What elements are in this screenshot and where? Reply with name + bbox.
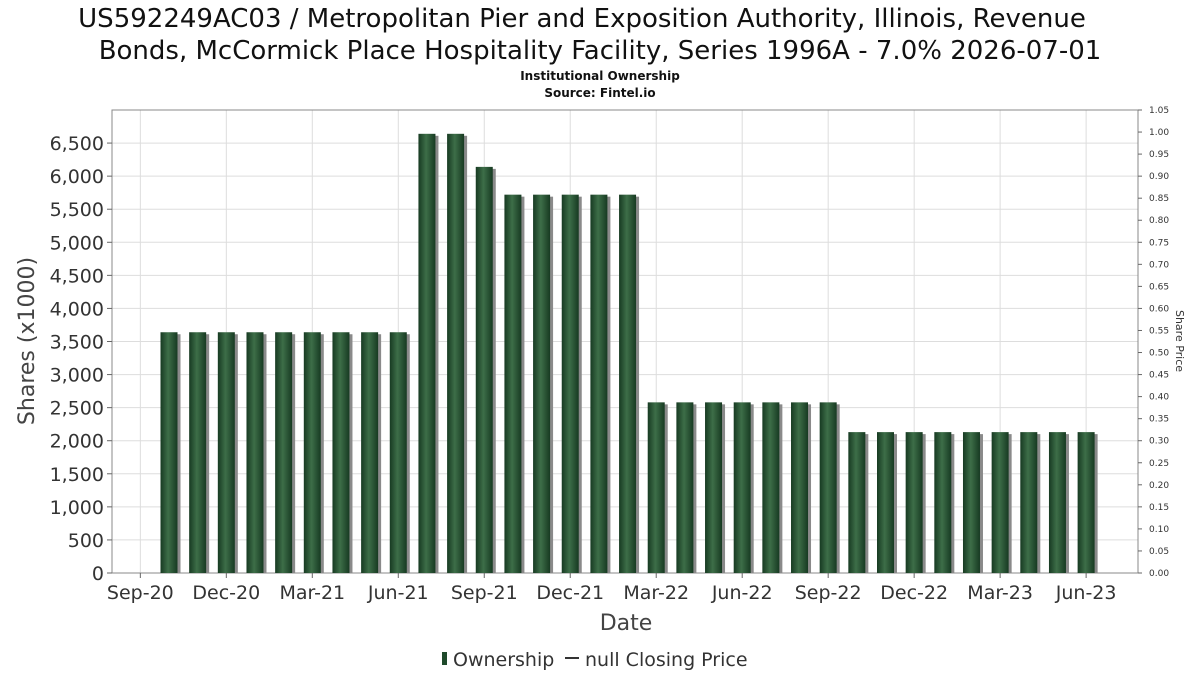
x-tick-label: Jun-21 — [367, 582, 429, 604]
ownership-bar — [246, 332, 264, 573]
chart-source: Source: Fintel.io — [544, 86, 655, 100]
y-axis-title: Shares (x1000) — [15, 257, 40, 425]
ownership-bar — [791, 402, 809, 573]
ownership-bar — [217, 332, 235, 573]
ownership-bar — [819, 402, 837, 573]
y2-tick-label: 0.25 — [1149, 459, 1169, 469]
y-tick-label: 4,000 — [50, 298, 104, 320]
y-axis-ticks: 0 500 1,000 1,500 2,000 2,500 3,000 3,500 4,000 4… — [50, 133, 112, 585]
x-tick-label: Sep-20 — [107, 582, 174, 604]
ownership-bar — [475, 166, 493, 573]
y-tick-label: 1,000 — [50, 497, 104, 519]
ownership-bar — [418, 133, 436, 573]
chart-title-line-1: US592249AC03 / Metropolitan Pier and Exp… — [78, 4, 1086, 34]
y2-tick-label: 1.00 — [1149, 128, 1169, 138]
ownership-bar — [676, 402, 694, 573]
y-tick-label: 500 — [68, 530, 104, 552]
ownership-bar — [877, 432, 894, 573]
y-tick-label: 6,000 — [50, 166, 104, 188]
x-tick-label: Jun-22 — [711, 582, 773, 604]
y-tick-label: 2,000 — [50, 431, 104, 453]
x-tick-label: Sep-22 — [795, 582, 862, 604]
y-tick-label: 3,500 — [50, 332, 104, 354]
y2-tick-label: 0.65 — [1149, 282, 1169, 292]
y2-tick-label: 0.60 — [1149, 304, 1169, 314]
y-tick-label: 0 — [92, 563, 104, 585]
legend-ownership-swatch — [442, 652, 447, 665]
ownership-bar — [647, 402, 665, 573]
y2-tick-label: 0.70 — [1149, 260, 1169, 270]
ownership-bar — [275, 332, 293, 573]
x-tick-label: Dec-22 — [880, 582, 948, 604]
x-tick-label: Sep-21 — [451, 582, 518, 604]
y2-tick-label: 0.10 — [1149, 525, 1169, 535]
y2-tick-label: 0.05 — [1149, 547, 1169, 557]
y-tick-label: 4,500 — [50, 265, 104, 287]
y2-tick-label: 0.55 — [1149, 326, 1169, 336]
y2-tick-label: 0.50 — [1149, 349, 1169, 359]
secondary-y-axis-title: Share Price — [1173, 310, 1186, 372]
y2-tick-label: 0.30 — [1149, 437, 1169, 447]
y2-tick-label: 0.80 — [1149, 216, 1169, 226]
bars — [160, 133, 1098, 574]
ownership-bar — [733, 402, 751, 573]
ownership-bar — [590, 194, 608, 574]
x-tick-label: Dec-21 — [536, 582, 604, 604]
x-axis-title: Date — [600, 611, 653, 636]
ownership-bar — [1077, 432, 1095, 573]
legend-ownership-label: Ownership — [453, 649, 554, 671]
x-tick-label: Mar-21 — [279, 582, 345, 604]
y2-tick-label: 0.15 — [1149, 503, 1169, 513]
y2-tick-label: 0.45 — [1149, 371, 1169, 381]
ownership-bar — [303, 332, 321, 573]
ownership-bar — [705, 402, 723, 573]
ownership-bar — [905, 432, 923, 573]
ownership-bar — [848, 432, 866, 573]
x-tick-label: Mar-23 — [967, 582, 1033, 604]
ownership-bar — [447, 133, 465, 573]
ownership-bar — [160, 332, 178, 573]
ownership-bar — [1020, 432, 1038, 573]
ownership-bar — [1048, 432, 1066, 573]
y-tick-label: 1,500 — [50, 464, 104, 486]
y2-tick-label: 0.35 — [1149, 415, 1169, 425]
ownership-bar — [389, 332, 407, 573]
y-tick-label: 5,500 — [50, 199, 104, 221]
legend-closing-price-label: null Closing Price — [585, 649, 748, 671]
legend: Ownership null Closing Price — [442, 649, 748, 671]
ownership-bar — [934, 432, 952, 573]
y2-tick-label: 0.90 — [1149, 172, 1169, 182]
ownership-bar — [189, 332, 207, 573]
x-tick-label: Mar-22 — [623, 582, 689, 604]
ownership-bar — [762, 402, 780, 573]
ownership-bar — [332, 332, 350, 573]
ownership-bar — [561, 194, 579, 574]
ownership-bar — [991, 432, 1009, 573]
y2-tick-label: 1.05 — [1149, 106, 1169, 116]
y2-tick-label: 0.75 — [1149, 238, 1169, 248]
ownership-bar — [533, 194, 551, 574]
ownership-bar — [619, 194, 637, 574]
y2-tick-label: 0.85 — [1149, 194, 1169, 204]
y-tick-label: 3,000 — [50, 365, 104, 387]
y2-tick-label: 0.40 — [1149, 393, 1169, 403]
y-tick-label: 6,500 — [50, 133, 104, 155]
x-axis-ticks: Sep-20 Dec-20 Mar-21 Jun-21 Sep-21 Dec-21 Mar-… — [107, 573, 1117, 604]
ownership-bar — [962, 432, 980, 573]
chart-subtitle: Institutional Ownership — [520, 69, 680, 83]
y2-tick-label: 0.00 — [1149, 569, 1169, 579]
y2-tick-label: 0.95 — [1149, 150, 1169, 160]
y-tick-label: 2,500 — [50, 398, 104, 420]
y2-tick-label: 0.20 — [1149, 481, 1169, 491]
ownership-bar — [504, 194, 522, 574]
chart-title-line-2: Bonds, McCormick Place Hospitality Facil… — [99, 36, 1102, 66]
x-tick-label: Dec-20 — [192, 582, 260, 604]
y-tick-label: 5,000 — [50, 232, 104, 254]
ownership-bar — [361, 332, 379, 573]
x-tick-label: Jun-23 — [1055, 582, 1117, 604]
secondary-y-axis-ticks: 0.00 0.05 0.10 0.15 0.20 0.25 0.30 0.35 0.40 0.45… — [1138, 106, 1169, 579]
